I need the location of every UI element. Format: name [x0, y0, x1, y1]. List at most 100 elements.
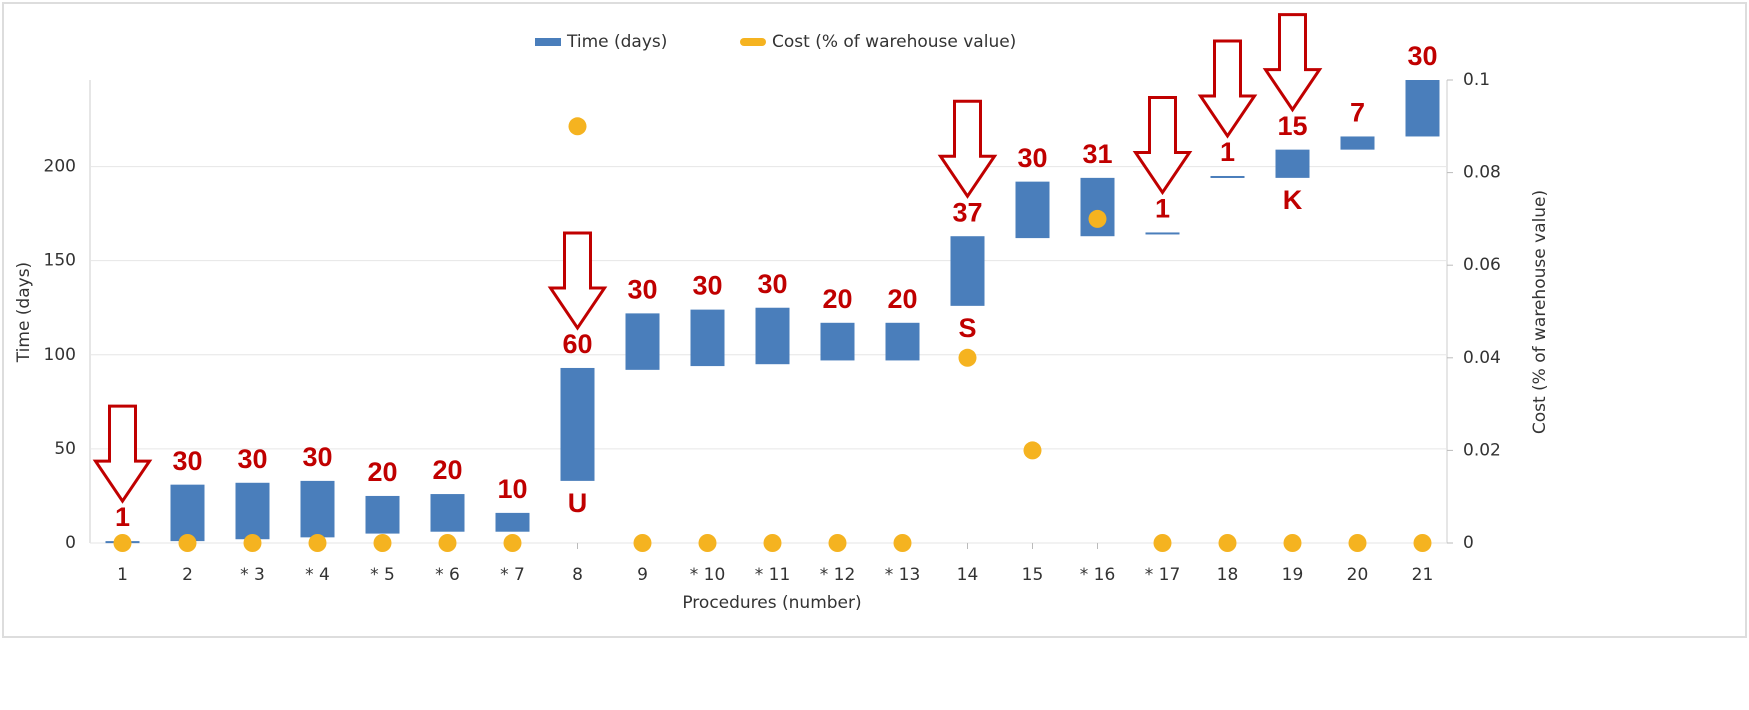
bar	[950, 236, 985, 306]
cost-dot	[1153, 534, 1172, 552]
x-tick-label: 14	[957, 565, 979, 585]
data-label: 1	[1155, 194, 1170, 224]
data-label: 20	[367, 457, 397, 487]
bar	[1210, 175, 1245, 178]
cost-dot	[828, 534, 847, 552]
cost-dot	[568, 117, 587, 136]
bar-marker: U	[568, 488, 588, 518]
data-label: 37	[952, 197, 982, 227]
x-tick-label: * 3	[240, 565, 265, 585]
bar	[690, 309, 725, 367]
x-tick-label: 15	[1022, 565, 1044, 585]
x-tick-label: * 17	[1145, 565, 1181, 585]
y2-tick-label: 0.02	[1463, 440, 1501, 460]
data-label: 20	[432, 455, 462, 485]
cost-dot	[763, 534, 782, 552]
bar-marker: K	[1283, 185, 1303, 215]
data-label: 30	[172, 446, 202, 476]
cost-dot	[958, 348, 977, 367]
cost-dot	[633, 534, 652, 552]
data-label: 20	[822, 284, 852, 314]
data-label: 30	[627, 275, 657, 305]
x-tick-label: * 13	[885, 565, 921, 585]
cost-dot	[1283, 534, 1302, 552]
bar	[495, 512, 530, 532]
cost-dot	[178, 534, 197, 552]
data-label: 7	[1350, 98, 1365, 128]
bar	[170, 484, 205, 542]
cost-dot	[503, 534, 522, 552]
cost-dot	[243, 534, 262, 552]
legend-label: Cost (% of warehouse value)	[772, 32, 1016, 52]
legend-swatch	[535, 38, 561, 46]
data-label: 1	[115, 502, 130, 532]
x-tick-label: * 7	[500, 565, 525, 585]
cost-dot	[373, 534, 392, 552]
y2-axis-label: Cost (% of warehouse value)	[1530, 190, 1550, 434]
x-tick-label: 2	[182, 565, 193, 585]
data-label: 15	[1277, 111, 1307, 141]
data-label: 10	[497, 474, 527, 504]
arrow	[1262, 13, 1323, 113]
x-tick-label: 1	[117, 565, 128, 585]
data-label: 30	[757, 269, 787, 299]
data-label: 30	[302, 442, 332, 472]
bar-marker: S	[958, 313, 976, 343]
data-label: 30	[1407, 41, 1437, 71]
y2-tick-label: 0.06	[1463, 255, 1501, 275]
data-label: 31	[1082, 139, 1112, 169]
bar	[1275, 149, 1310, 178]
x-tick-label: * 4	[305, 565, 330, 585]
cost-dot	[1348, 534, 1367, 552]
bar	[235, 482, 270, 540]
bar	[560, 367, 595, 481]
x-tick-label: 20	[1347, 565, 1369, 585]
y2-tick-label: 0.08	[1463, 163, 1501, 183]
x-tick-label: * 12	[820, 565, 856, 585]
bar	[430, 494, 465, 532]
x-tick-label: * 16	[1080, 565, 1116, 585]
x-tick-label: 9	[637, 565, 648, 585]
y2-tick-label: 0.04	[1463, 348, 1501, 368]
bar	[1405, 80, 1440, 137]
data-label: 1	[1220, 137, 1235, 167]
frame	[2, 2, 1747, 638]
legend-label: Time (days)	[566, 32, 667, 52]
x-tick-label: 8	[572, 565, 583, 585]
x-tick-label: * 10	[690, 565, 726, 585]
y2-tick-label: 0.1	[1463, 70, 1490, 90]
x-axis-label: Procedures (number)	[682, 593, 861, 613]
bar	[1015, 181, 1050, 239]
cost-dot	[308, 534, 327, 552]
legend-swatch	[740, 38, 766, 46]
bar	[1340, 136, 1375, 150]
arrow	[937, 99, 998, 199]
x-tick-label: 18	[1217, 565, 1239, 585]
data-label: 30	[692, 271, 722, 301]
y-axis-label: Time (days)	[14, 262, 34, 363]
data-label: 60	[562, 329, 592, 359]
cost-dot	[1023, 441, 1042, 460]
cost-dot	[1413, 534, 1432, 552]
y-tick-label: 200	[44, 157, 76, 177]
cost-dot	[1088, 209, 1107, 228]
cost-dot	[438, 534, 457, 552]
data-label: 20	[887, 284, 917, 314]
y-tick-label: 150	[44, 251, 76, 271]
cost-dot	[893, 534, 912, 552]
arrow	[1132, 95, 1193, 196]
data-label: 30	[1017, 143, 1047, 173]
y-tick-label: 0	[65, 533, 76, 553]
y-tick-label: 100	[44, 345, 76, 365]
bar	[300, 480, 335, 538]
x-tick-label: * 6	[435, 565, 460, 585]
x-tick-label: 21	[1412, 565, 1434, 585]
bar	[625, 313, 660, 370]
cost-dot	[698, 534, 717, 552]
cost-dot	[1218, 534, 1237, 552]
x-tick-label: 19	[1282, 565, 1304, 585]
bar	[820, 322, 855, 361]
y-tick-label: 50	[54, 439, 76, 459]
y2-tick-label: 0	[1463, 533, 1474, 553]
